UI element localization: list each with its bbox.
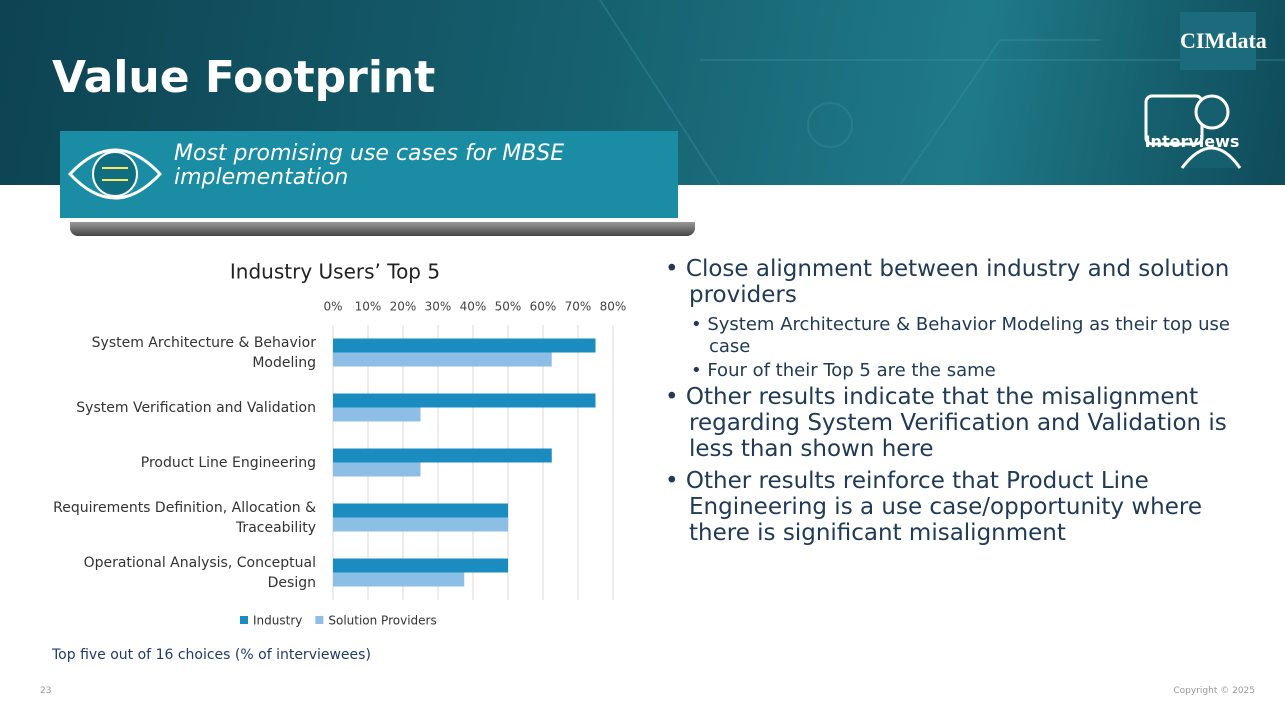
bullet-text: Other results reinforce that Product Lin… [685, 468, 1202, 546]
bar [333, 393, 596, 408]
bullet: • Other results reinforce that Product L… [665, 468, 1255, 546]
slide-title: Value Footprint [52, 52, 436, 103]
bar [333, 407, 421, 422]
x-tick-label: 30% [425, 300, 452, 314]
copyright: Copyright © 2025 [1173, 686, 1255, 696]
badge: Interviews [1144, 132, 1240, 151]
bullet-mark: • [665, 468, 686, 494]
page-number: 23 [40, 686, 52, 696]
category-label: System Architecture & Behavior Modeling [91, 334, 316, 371]
chart-title: Industry Users’ Top 5 [230, 260, 440, 284]
sub-bullet: • Four of their Top 5 are the same [665, 360, 1255, 382]
bar [333, 517, 508, 532]
category-label: Product Line Engineering [140, 454, 316, 471]
bullet-text: Close alignment between industry and sol… [685, 256, 1230, 308]
bullet: • Other results indicate that the misali… [665, 384, 1255, 462]
legend-swatch [315, 616, 324, 624]
x-tick-label: 0% [323, 300, 342, 314]
chart: Industry Users’ Top 5 0% 10% 20% 30% 40% 50% 6… [230, 260, 627, 628]
category-label: Operational Analysis, Conceptual Design [83, 554, 316, 591]
bar [333, 572, 465, 587]
bar [333, 352, 552, 367]
bullet-mark: • [665, 256, 686, 282]
bar [333, 462, 421, 477]
x-tick-label: 70% [565, 300, 592, 314]
x-tick-label: 10% [355, 300, 382, 314]
category-label: Requirements Definition, Allocation & Tr… [53, 499, 316, 536]
bar [333, 558, 508, 573]
x-tick-label: 20% [390, 300, 417, 314]
x-tick-label: 40% [460, 300, 487, 314]
note: Top five out of 16 choices (% of intervi… [52, 647, 371, 663]
bar [333, 338, 596, 353]
subtitle-box [60, 131, 678, 218]
sub-bullet-text: System Architecture & Behavior Modeling … [707, 314, 1230, 357]
x-tick-label: 50% [495, 300, 522, 314]
sub-bullet-text: Four of their Top 5 are the same [707, 360, 996, 381]
x-tick-label: 80% [600, 300, 627, 314]
subtitle: Most promising use cases for MBSE implem… [174, 141, 565, 190]
sub-bullet: • System Architecture & Behavior Modelin… [665, 314, 1255, 358]
interviews-icon [1144, 94, 1242, 169]
category-label: System Verification and Validation [76, 399, 316, 416]
x-tick-label: 60% [530, 300, 557, 314]
bullet-mark: • [691, 360, 708, 381]
eye-icon [67, 148, 163, 200]
bullet-mark: • [665, 384, 686, 410]
legend-label: Solution Providers [328, 614, 436, 628]
bar [333, 448, 552, 463]
bullet-text: Other results indicate that the misalign… [685, 384, 1227, 462]
shadow [70, 222, 695, 236]
logo: CIMdata [1180, 12, 1267, 70]
bullet-mark: • [691, 314, 708, 335]
bullets: • Close alignment between industry and s… [665, 256, 1255, 552]
legend-label: Industry [253, 614, 302, 628]
legend-swatch [240, 616, 248, 624]
bullet: • Close alignment between industry and s… [665, 256, 1255, 308]
bar [333, 503, 508, 518]
